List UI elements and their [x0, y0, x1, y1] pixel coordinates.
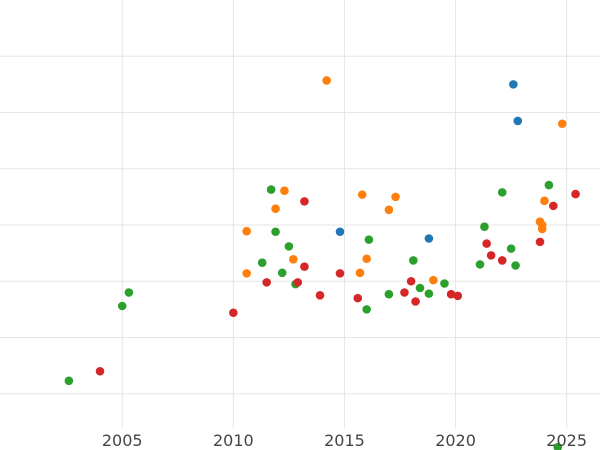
x-tick-label: 2020: [435, 431, 476, 450]
data-point: [300, 262, 309, 271]
data-point: [353, 293, 363, 303]
data-point: [415, 283, 425, 293]
data-point: [511, 261, 520, 270]
data-point: [424, 234, 434, 243]
data-point: [280, 186, 289, 195]
data-point: [411, 297, 420, 306]
data-point: [277, 268, 287, 278]
data-point: [362, 254, 371, 264]
data-point: [571, 189, 580, 199]
data-point: [117, 301, 127, 311]
data-point: [300, 197, 309, 206]
data-points: [64, 76, 580, 450]
data-point: [357, 190, 367, 199]
data-point: [362, 305, 371, 314]
data-point: [440, 279, 449, 288]
data-point: [506, 244, 516, 253]
data-point: [497, 256, 507, 265]
data-point: [406, 276, 416, 286]
data-point: [271, 227, 280, 237]
data-point: [64, 376, 74, 386]
data-point: [540, 196, 549, 206]
data-point: [322, 76, 331, 85]
data-point: [335, 269, 345, 278]
data-point: [480, 222, 489, 231]
data-point: [124, 288, 134, 297]
data-point: [453, 291, 463, 301]
data-point: [557, 119, 567, 129]
data-point: [424, 289, 434, 298]
x-tick-label: 2010: [213, 431, 254, 450]
data-point: [364, 235, 374, 244]
data-point: [293, 278, 303, 287]
data-point: [409, 256, 418, 265]
data-point: [355, 268, 365, 278]
data-point: [482, 239, 491, 248]
data-point: [544, 180, 554, 190]
data-point: [289, 255, 298, 264]
data-point: [384, 205, 394, 215]
data-point: [384, 289, 394, 299]
data-point: [429, 275, 438, 285]
x-tick-labels: 2005 2010 2015 2020 2025: [102, 431, 587, 450]
data-point: [513, 116, 523, 126]
data-point: [509, 80, 518, 89]
data-point: [553, 442, 563, 450]
data-point: [257, 258, 267, 267]
data-point: [400, 288, 409, 297]
data-point: [335, 227, 345, 237]
data-point: [95, 366, 105, 376]
data-point: [537, 224, 547, 234]
data-point: [242, 269, 251, 278]
data-point: [229, 308, 238, 318]
data-point: [475, 260, 485, 269]
data-point: [315, 291, 325, 300]
data-point: [535, 237, 545, 247]
x-gridlines: [121, 0, 568, 428]
x-tick-label: 2025: [546, 431, 587, 450]
data-point: [284, 242, 294, 251]
data-point: [271, 204, 280, 213]
data-point: [266, 185, 276, 194]
x-tick-label: 2015: [324, 431, 365, 450]
data-point: [497, 188, 507, 197]
data-point: [242, 226, 251, 236]
data-point: [549, 201, 558, 211]
data-point: [486, 251, 496, 260]
data-point: [262, 278, 271, 287]
data-point: [446, 289, 456, 299]
data-point: [391, 192, 400, 202]
x-tick-label: 2005: [102, 431, 143, 450]
